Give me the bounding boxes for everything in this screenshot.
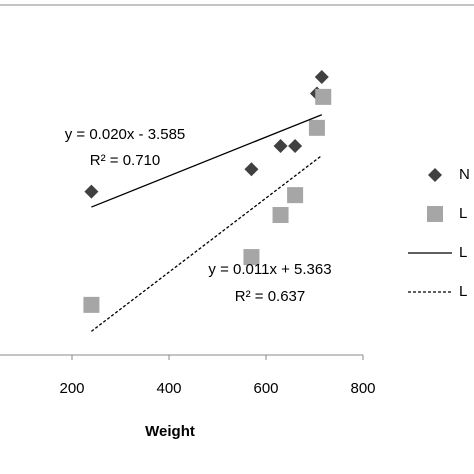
data-point (315, 88, 332, 105)
annotation: R² = 0.710 (90, 152, 160, 169)
x-tick-label: 200 (59, 380, 84, 397)
legend-label: L (459, 205, 467, 222)
annotation: y = 0.020x - 3.585 (65, 126, 186, 143)
annotation: R² = 0.637 (235, 288, 305, 305)
data-point (314, 69, 329, 84)
legend-marker (428, 168, 442, 182)
annotation: y = 0.011x + 5.363 (208, 261, 331, 278)
data-point (308, 119, 325, 136)
x-tick-label: 800 (350, 380, 375, 397)
data-point (84, 184, 99, 199)
x-tick-label: 600 (253, 380, 278, 397)
legend-label: L (459, 244, 467, 261)
data-point (83, 296, 100, 313)
data-point (287, 187, 304, 204)
data-point (243, 249, 260, 266)
legend-label: N (459, 166, 470, 183)
x-tick-label: 400 (156, 380, 181, 397)
data-point (273, 138, 288, 153)
data-point (244, 162, 259, 177)
data-point (288, 138, 303, 153)
legend-label: L (459, 283, 467, 300)
x-axis-title: Weight (145, 423, 195, 440)
trendline (91, 154, 323, 332)
data-point (272, 207, 289, 223)
trendline (91, 114, 323, 208)
legend-marker (427, 206, 443, 222)
